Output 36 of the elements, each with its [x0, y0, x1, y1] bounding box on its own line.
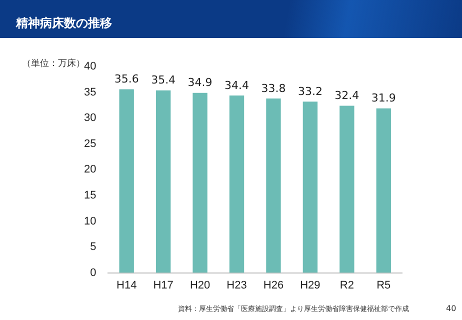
x-tick-label: H14 — [116, 279, 137, 292]
y-tick-label: 10 — [84, 215, 96, 228]
x-tick-label: R2 — [340, 279, 354, 292]
x-tick-label: H29 — [300, 279, 320, 292]
bar — [156, 90, 171, 273]
x-tick-label: H26 — [263, 279, 284, 292]
bar — [266, 98, 281, 273]
x-tick-label: H23 — [226, 279, 247, 292]
y-tick-label: 0 — [90, 266, 96, 279]
data-label: 31.9 — [371, 92, 396, 105]
y-axis-title: （単位：万床） — [22, 58, 85, 69]
bar — [229, 95, 244, 273]
data-label: 35.6 — [114, 72, 139, 86]
x-tick-label: H20 — [190, 279, 210, 292]
data-label: 34.4 — [224, 78, 250, 92]
bar — [119, 89, 134, 273]
bar — [192, 92, 208, 273]
y-tick-label: 25 — [84, 138, 96, 150]
text: 40 — [446, 304, 456, 313]
data-label: 34.9 — [188, 76, 212, 90]
x-tick-label: R5 — [376, 279, 391, 292]
data-label: 32.4 — [334, 89, 360, 102]
data-label: 33.2 — [298, 85, 322, 98]
data-label: 33.8 — [261, 82, 286, 95]
bar — [340, 106, 354, 273]
bar — [302, 102, 318, 273]
y-tick-label: 5 — [90, 241, 96, 254]
data-label: 35.4 — [151, 74, 176, 87]
y-tick-label: 30 — [84, 112, 96, 124]
y-tick-label: 40 — [84, 60, 96, 73]
y-tick-label: 20 — [84, 164, 96, 176]
y-tick-label: 35 — [84, 86, 96, 98]
bar — [376, 108, 391, 273]
y-tick-label: 15 — [84, 190, 96, 202]
x-tick-label: H17 — [153, 279, 174, 292]
chart-title: 精神病床数の推移 — [16, 15, 112, 32]
